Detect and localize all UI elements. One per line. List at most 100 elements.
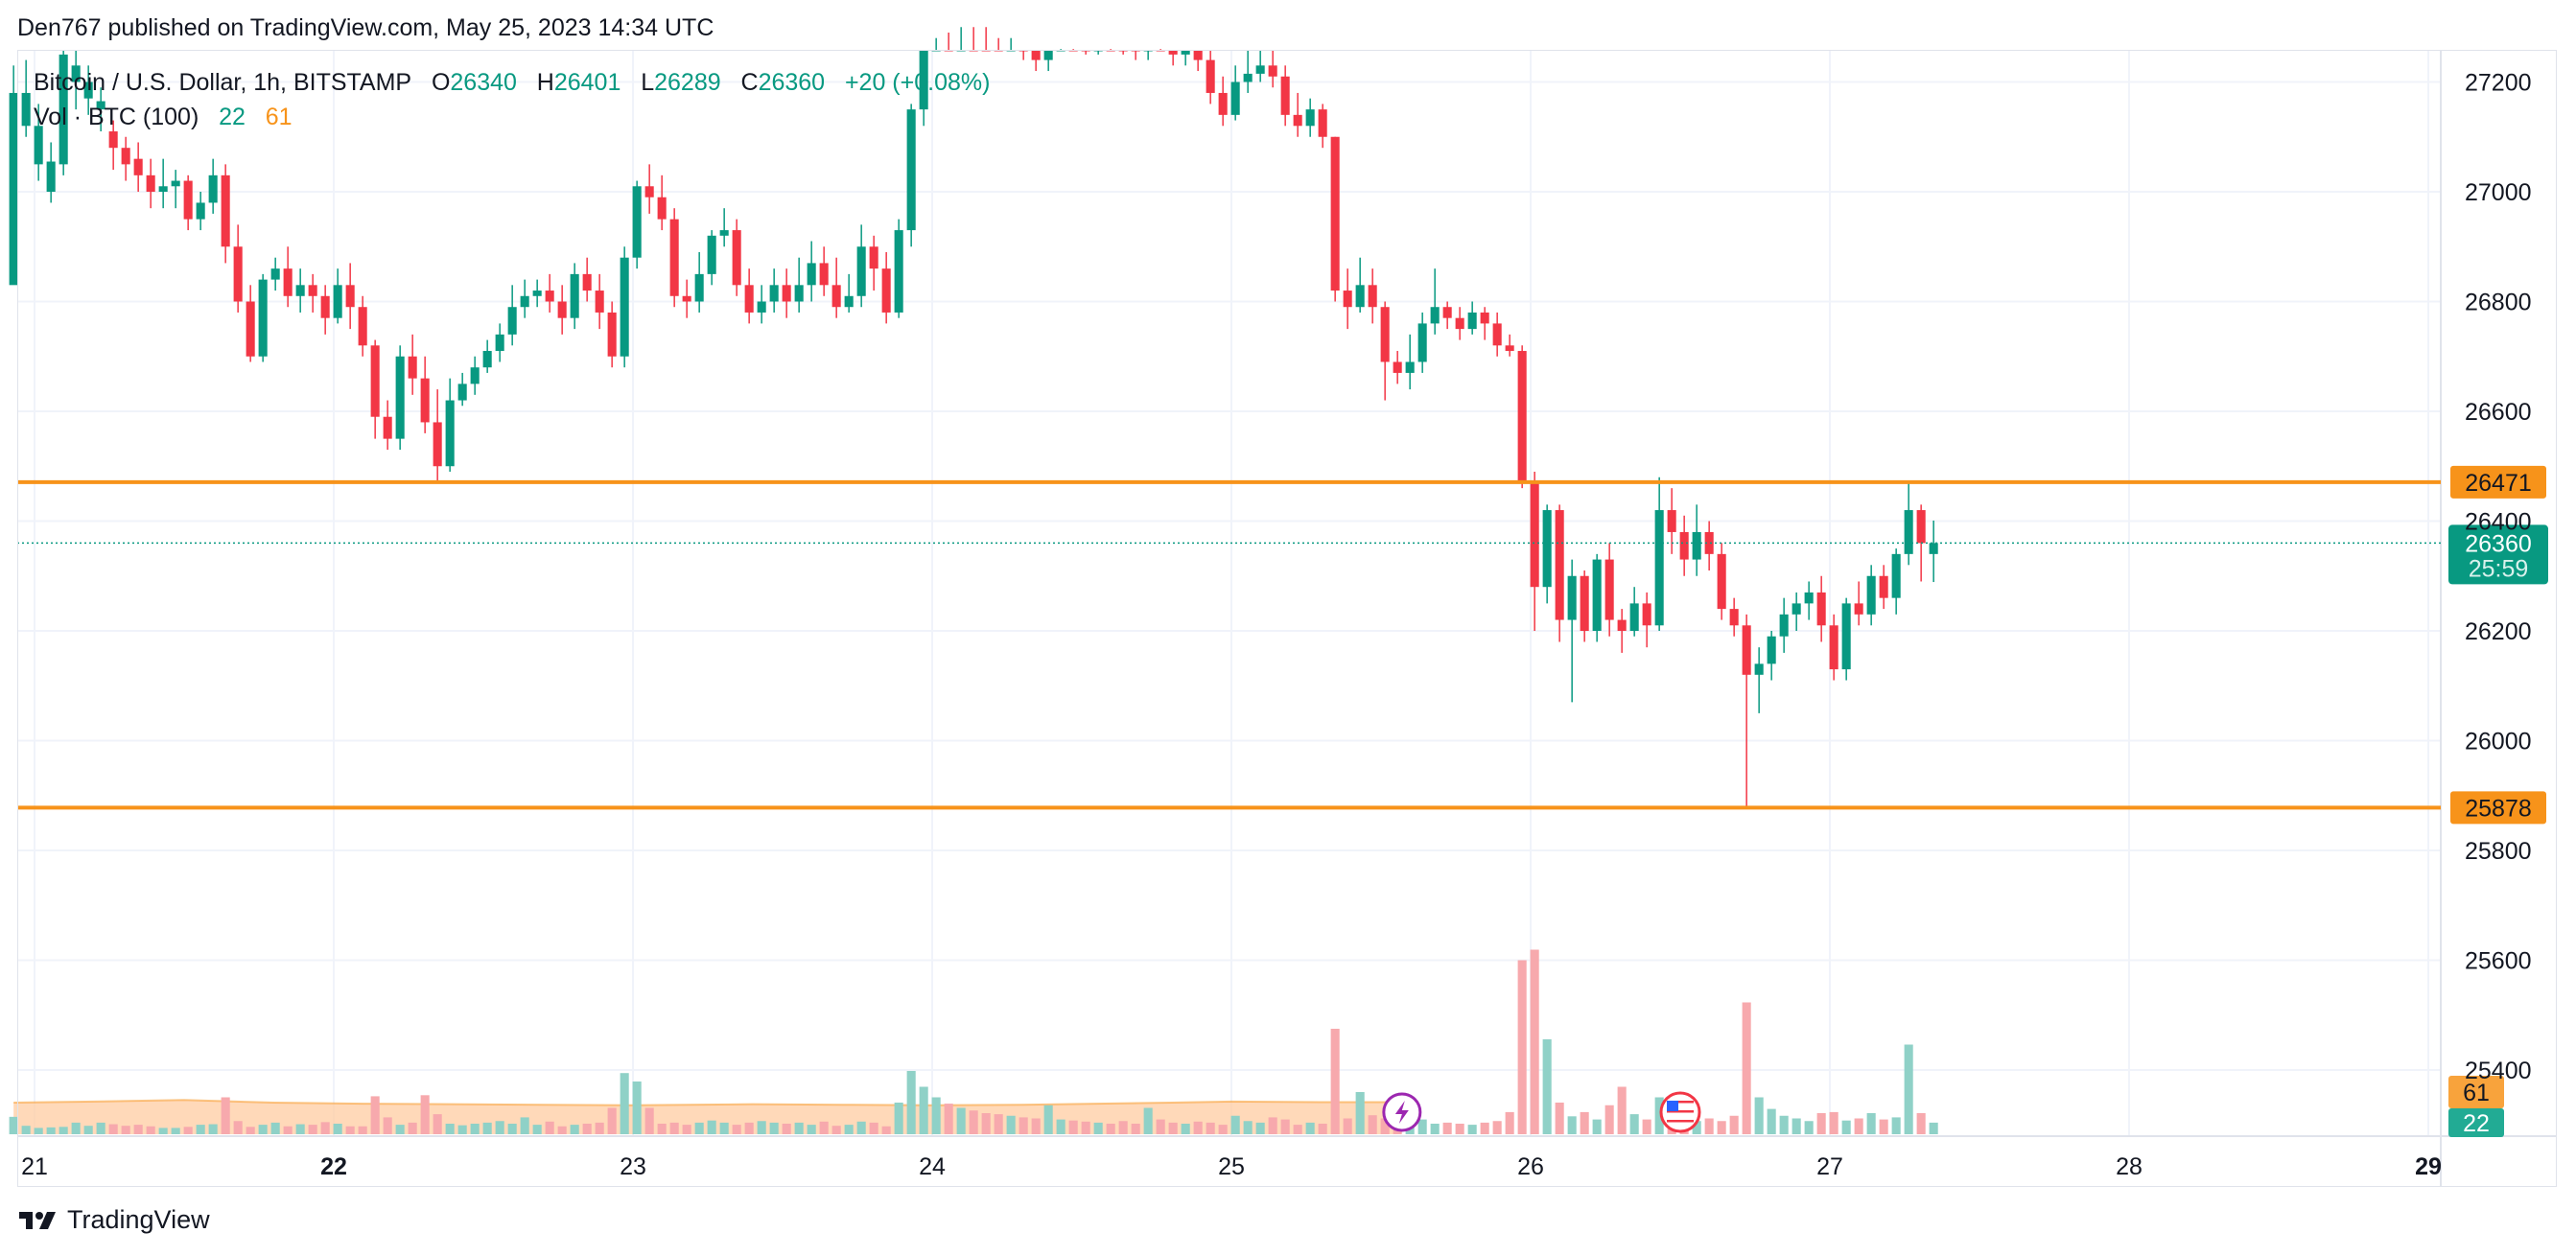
- candle-body: [283, 268, 293, 296]
- legend-volume-label: Vol · BTC (100): [34, 104, 199, 130]
- candle-body: [1280, 76, 1290, 115]
- candle-body: [1841, 603, 1851, 670]
- y-tick-label: 26400: [2465, 509, 2532, 536]
- volume-bar: [944, 1104, 953, 1134]
- volume-bar: [1629, 1114, 1639, 1134]
- volume-bar: [34, 1128, 43, 1134]
- volume-bar: [246, 1127, 255, 1134]
- volume-bar: [1717, 1121, 1726, 1134]
- volume-bar: [732, 1125, 741, 1134]
- flag-stripe: [1667, 1105, 1694, 1108]
- volume-bar: [1417, 1119, 1427, 1134]
- candle-body: [669, 219, 679, 296]
- volume-bar: [1131, 1124, 1140, 1134]
- candle-body: [1206, 59, 1215, 93]
- volume-bar: [320, 1122, 330, 1134]
- volume-bar: [1804, 1121, 1814, 1134]
- volume-bar: [844, 1125, 854, 1134]
- volume-bar: [383, 1117, 392, 1134]
- y-tick-label: 26600: [2465, 399, 2532, 426]
- candle-body: [1143, 50, 1153, 52]
- volume-bar: [1580, 1111, 1589, 1134]
- candle-body: [9, 92, 18, 286]
- volume-bar: [1879, 1119, 1888, 1134]
- volume-bar: [333, 1124, 342, 1134]
- level-price-tag[interactable]: [2450, 791, 2546, 825]
- legend-low-value: 26289: [654, 69, 721, 96]
- volume-bar: [1779, 1115, 1789, 1134]
- volume-bar: [1031, 1118, 1041, 1134]
- volume-bar: [1467, 1125, 1477, 1134]
- candle-body: [1729, 609, 1739, 626]
- legend-change: +20 (+0.08%): [844, 69, 991, 96]
- volume-bar: [1243, 1121, 1253, 1134]
- x-tick-label: 28: [2116, 1153, 2143, 1180]
- level-price-label: 25878: [2465, 795, 2532, 822]
- y-tick-label: 27200: [2465, 70, 2532, 97]
- volume-bar: [270, 1122, 280, 1134]
- volume-bar: [1043, 1105, 1053, 1134]
- volume-bar: [96, 1122, 105, 1134]
- lightning-event-icon[interactable]: [1382, 1092, 1422, 1132]
- flag-stripe: [1667, 1110, 1694, 1113]
- candle-body: [246, 301, 255, 357]
- candle-body: [545, 291, 554, 302]
- price-axis[interactable]: 25400 25600 25800 26000 26200 26400 26600 26800…: [2465, 70, 2532, 1085]
- level-price-tag[interactable]: [2450, 465, 2546, 499]
- candle-body: [1866, 575, 1876, 615]
- volume-bar: [1343, 1118, 1352, 1134]
- candle-body: [1355, 285, 1365, 308]
- candle-body: [370, 345, 380, 417]
- y-tick-label: 26800: [2465, 290, 2532, 316]
- candle-body: [1193, 50, 1203, 60]
- volume-bar: [59, 1127, 68, 1134]
- volume-bar: [445, 1124, 455, 1134]
- candle-body: [1093, 50, 1103, 52]
- chart-grid: [17, 50, 2557, 1187]
- volume-bar: [457, 1125, 467, 1134]
- candle-body: [1891, 553, 1901, 598]
- candle-body: [1580, 575, 1589, 631]
- candle-body: [96, 101, 105, 110]
- volume-bar: [1654, 1097, 1664, 1134]
- volume-bar: [283, 1126, 293, 1134]
- us-flag-event-icon[interactable]: [1659, 1091, 1701, 1133]
- brand-name: TradingView: [67, 1205, 210, 1234]
- candle-body: [919, 50, 928, 110]
- volume-bar: [1019, 1117, 1028, 1134]
- candle-body: [233, 246, 243, 302]
- volume-bar: [1866, 1113, 1876, 1134]
- volume-bar: [1704, 1118, 1714, 1134]
- candle-body: [1156, 50, 1165, 52]
- candle-body: [1617, 619, 1627, 631]
- candle-body: [981, 50, 991, 52]
- time-axis[interactable]: 21 22 23 24 25 26 27 28 29: [21, 1153, 2442, 1180]
- candle-body: [719, 230, 729, 236]
- publisher-credit: Den767 published on TradingView.com, May…: [17, 14, 714, 41]
- candle-body: [1779, 614, 1789, 637]
- candle-body: [1467, 312, 1477, 330]
- candle-body: [1829, 625, 1838, 670]
- event-markers[interactable]: [1382, 1091, 1701, 1133]
- volume-bar: [208, 1124, 218, 1134]
- legend-close-label: C: [740, 69, 759, 96]
- candle-body: [1006, 50, 1016, 52]
- volume-bar: [919, 1086, 928, 1134]
- volume-bar: [595, 1122, 604, 1134]
- chart-legend: Bitcoin / U.S. Dollar, 1h, BITSTAMP O263…: [34, 65, 990, 134]
- volume-bar: [1767, 1108, 1776, 1134]
- volume-bar: [1230, 1115, 1240, 1134]
- volume-bar: [108, 1124, 118, 1134]
- volume-bar: [707, 1120, 716, 1134]
- tradingview-brand[interactable]: TradingView: [19, 1205, 210, 1235]
- candle-body: [1667, 510, 1676, 532]
- candle-body: [457, 384, 467, 401]
- last-price-tag[interactable]: [2448, 524, 2548, 585]
- legend-volume-value: 22: [219, 104, 246, 130]
- candle-body: [757, 301, 766, 313]
- x-tick-label: 23: [620, 1153, 646, 1180]
- candle-body: [1318, 109, 1327, 137]
- candle-body: [21, 92, 31, 127]
